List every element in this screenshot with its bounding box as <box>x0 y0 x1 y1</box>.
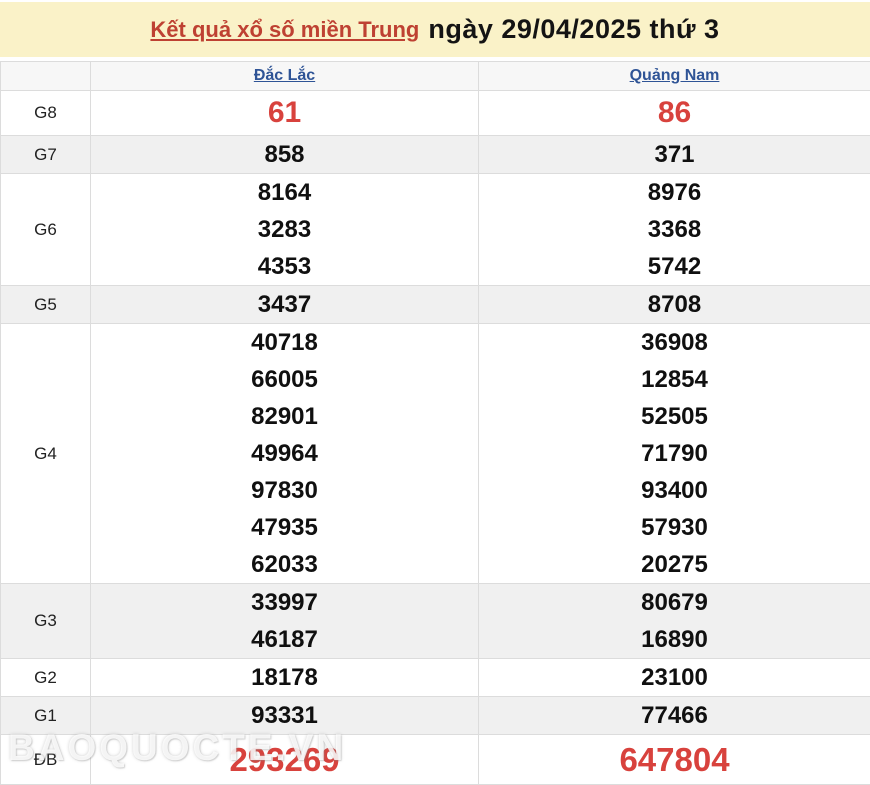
prize-number: 293269 <box>91 735 478 784</box>
prize-number: 46187 <box>91 621 478 658</box>
prize-label: G4 <box>1 324 91 584</box>
prize-label: G1 <box>1 697 91 735</box>
prize-numbers-cell: 77466 <box>479 697 870 735</box>
corner-cell <box>1 62 91 91</box>
prize-numbers-cell: 371 <box>479 136 870 174</box>
prize-number: 61 <box>91 91 478 135</box>
prize-number: 647804 <box>479 735 870 784</box>
prize-number: 71790 <box>479 435 870 472</box>
prize-label: G6 <box>1 174 91 286</box>
prize-number: 16890 <box>479 621 870 658</box>
prize-number: 40718 <box>91 324 478 361</box>
prize-number: 57930 <box>479 509 870 546</box>
prize-number: 3437 <box>91 286 478 323</box>
prize-label: G2 <box>1 659 91 697</box>
column-header-quang-nam: Quảng Nam <box>479 62 870 91</box>
prize-number: 33997 <box>91 584 478 621</box>
title-link[interactable]: Kết quả xổ số miền Trung <box>150 17 419 43</box>
prize-number: 49964 <box>91 435 478 472</box>
prize-number: 3368 <box>479 211 870 248</box>
prize-number: 62033 <box>91 546 478 583</box>
prize-numbers-cell: 858 <box>91 136 479 174</box>
prize-number: 12854 <box>479 361 870 398</box>
prize-numbers-cell: 8708 <box>479 286 870 324</box>
prize-number: 86 <box>479 91 870 135</box>
prize-number: 18178 <box>91 659 478 696</box>
prize-number: 3283 <box>91 211 478 248</box>
prize-number: 66005 <box>91 361 478 398</box>
prize-number: 47935 <box>91 509 478 546</box>
page-title-banner: Kết quả xổ số miền Trung ngày 29/04/2025… <box>0 2 870 57</box>
prize-number: 52505 <box>479 398 870 435</box>
prize-numbers-cell: 647804 <box>479 735 870 785</box>
prize-label: G7 <box>1 136 91 174</box>
column-link-quang-nam[interactable]: Quảng Nam <box>630 67 720 84</box>
prize-number: 77466 <box>479 697 870 734</box>
prize-number: 371 <box>479 136 870 173</box>
prize-numbers-cell: 23100 <box>479 659 870 697</box>
header-row: Đắc Lắc Quảng Nam <box>1 62 870 91</box>
prize-number: 97830 <box>91 472 478 509</box>
prize-numbers-cell: 93331 <box>91 697 479 735</box>
prize-number: 8976 <box>479 174 870 211</box>
prize-number: 23100 <box>479 659 870 696</box>
prize-number: 80679 <box>479 584 870 621</box>
prize-label: ĐB <box>1 735 91 785</box>
prize-numbers-cell: 18178 <box>91 659 479 697</box>
prize-number: 5742 <box>479 248 870 285</box>
prize-label: G5 <box>1 286 91 324</box>
prize-number: 93331 <box>91 697 478 734</box>
prize-number: 4353 <box>91 248 478 285</box>
prize-numbers-cell: 61 <box>91 91 479 136</box>
prize-number: 858 <box>91 136 478 173</box>
prize-number: 8164 <box>91 174 478 211</box>
title-date: ngày 29/04/2025 thứ 3 <box>428 14 719 45</box>
column-link-dac-lac[interactable]: Đắc Lắc <box>254 67 315 84</box>
prize-number: 36908 <box>479 324 870 361</box>
prize-number: 8708 <box>479 286 870 323</box>
column-header-dac-lac: Đắc Lắc <box>91 62 479 91</box>
prize-number: 93400 <box>479 472 870 509</box>
prize-numbers-cell: 3437 <box>91 286 479 324</box>
prize-numbers-cell: 86 <box>479 91 870 136</box>
prize-label: G3 <box>1 584 91 659</box>
prize-numbers-cell: 293269 <box>91 735 479 785</box>
prize-number: 20275 <box>479 546 870 583</box>
prize-number: 82901 <box>91 398 478 435</box>
prize-label: G8 <box>1 91 91 136</box>
